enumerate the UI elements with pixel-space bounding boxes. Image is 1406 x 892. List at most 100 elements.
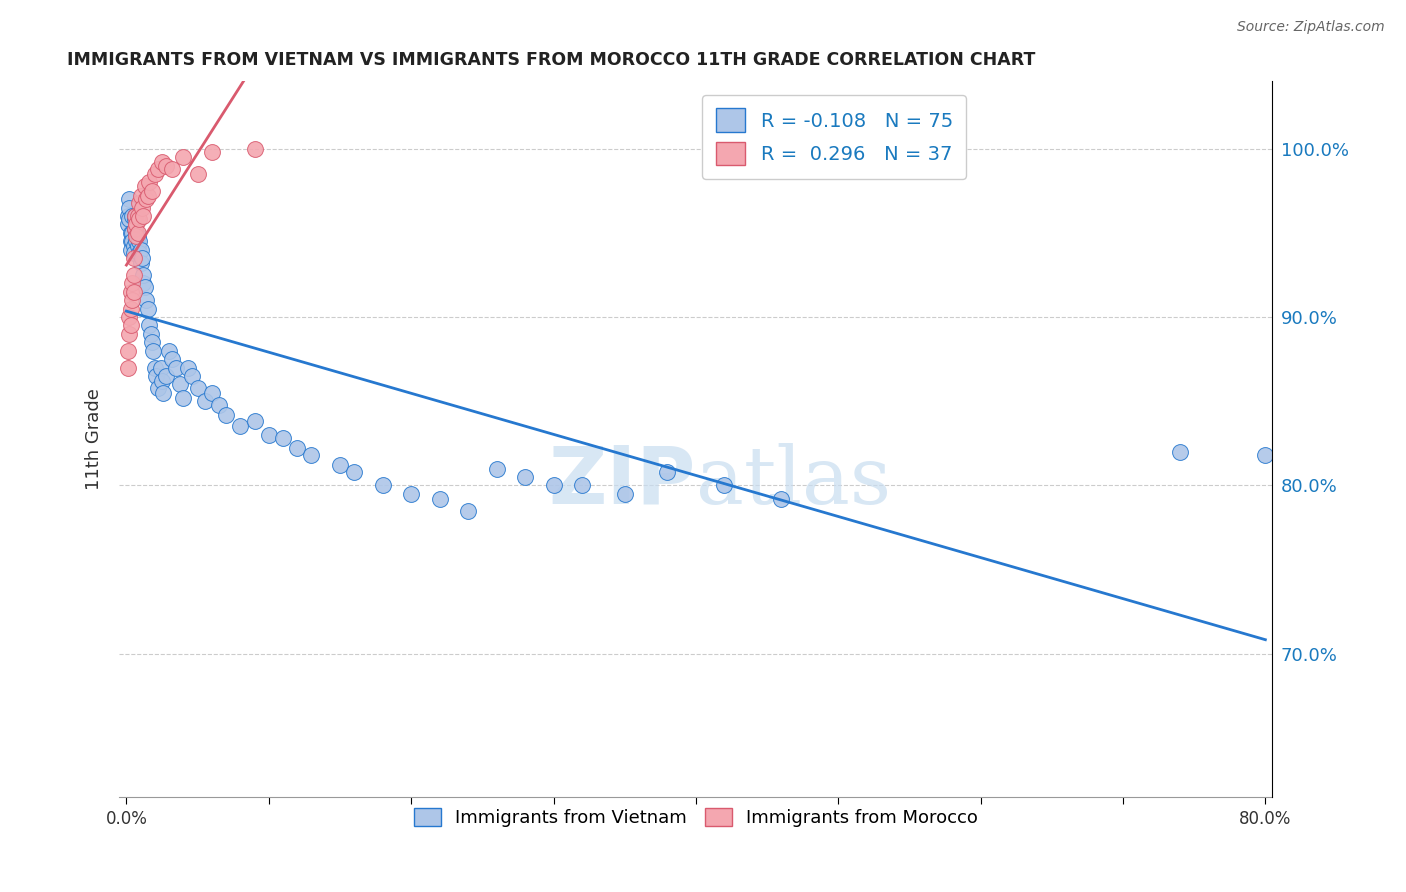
Point (138, 175, 160, 189)
Point (343, 465, 366, 479)
Point (118, 201, 141, 215)
Point (201, 145, 224, 159)
Point (132, 268, 155, 282)
Point (169, 377, 191, 392)
Point (150, 374, 173, 388)
Point (371, 478, 394, 492)
Point (121, 277, 143, 291)
Point (285, 442, 308, 456)
Point (129, 243, 152, 257)
Point (120, 234, 142, 248)
Point (146, 161, 169, 176)
Point (121, 234, 143, 248)
Point (155, 159, 177, 173)
Text: 0.0%: 0.0% (105, 810, 148, 829)
Point (131, 201, 153, 215)
Point (657, 465, 679, 479)
Point (124, 209, 146, 223)
Point (138, 318, 160, 333)
Point (208, 398, 231, 412)
Point (120, 301, 142, 316)
Point (145, 368, 167, 383)
Point (201, 385, 224, 400)
Point (243, 414, 266, 428)
Point (121, 226, 143, 240)
Text: ZIP: ZIP (548, 443, 696, 521)
Point (571, 478, 593, 492)
Point (134, 279, 156, 293)
Point (194, 394, 217, 409)
Point (122, 251, 145, 265)
Text: IMMIGRANTS FROM VIETNAM VS IMMIGRANTS FROM MOROCCO 11TH GRADE CORRELATION CHART: IMMIGRANTS FROM VIETNAM VS IMMIGRANTS FR… (67, 51, 1036, 69)
Point (172, 391, 194, 405)
Point (122, 239, 145, 253)
Point (329, 458, 352, 472)
Point (120, 226, 142, 240)
Point (118, 310, 141, 324)
Point (180, 368, 202, 383)
Point (118, 326, 141, 341)
Point (136, 189, 159, 203)
Point (215, 408, 238, 422)
Point (125, 226, 148, 240)
Point (122, 268, 145, 282)
Point (127, 209, 149, 223)
Point (128, 234, 150, 248)
Point (120, 318, 142, 333)
Point (160, 352, 183, 367)
Point (1254, 448, 1277, 462)
Point (117, 343, 139, 358)
Point (121, 293, 143, 308)
Point (713, 478, 735, 492)
Point (243, 142, 266, 156)
Point (128, 195, 150, 210)
Point (485, 461, 508, 475)
Point (165, 360, 187, 375)
Point (152, 385, 174, 400)
Point (613, 487, 636, 501)
Point (513, 470, 536, 484)
Point (121, 209, 143, 223)
Point (143, 360, 166, 375)
Point (135, 192, 157, 206)
Point (271, 431, 294, 445)
Point (160, 161, 183, 176)
Point (131, 251, 153, 265)
Y-axis label: 11th Grade: 11th Grade (86, 388, 103, 490)
Point (399, 487, 422, 501)
Point (143, 167, 166, 181)
Point (257, 428, 280, 442)
Point (176, 360, 198, 375)
Point (187, 381, 209, 395)
Point (118, 212, 141, 227)
Point (132, 277, 155, 291)
Point (127, 239, 149, 253)
Point (122, 246, 145, 260)
Text: atlas: atlas (696, 443, 891, 521)
Point (770, 491, 793, 506)
Point (128, 212, 150, 227)
Point (120, 285, 142, 299)
Point (142, 343, 165, 358)
Text: Source: ZipAtlas.com: Source: ZipAtlas.com (1237, 20, 1385, 34)
Point (117, 209, 139, 223)
Point (124, 212, 146, 227)
Point (1168, 444, 1191, 458)
Point (135, 293, 157, 308)
Point (122, 285, 145, 299)
Point (157, 343, 180, 358)
Point (129, 256, 152, 270)
Point (141, 184, 163, 198)
Point (125, 218, 148, 232)
Text: 80.0%: 80.0% (1239, 810, 1292, 829)
Point (146, 381, 169, 395)
Point (125, 234, 148, 248)
Point (429, 491, 451, 506)
Point (127, 229, 149, 244)
Point (120, 243, 142, 257)
Point (117, 218, 139, 232)
Point (149, 360, 172, 375)
Point (229, 419, 252, 434)
Point (118, 192, 141, 206)
Point (155, 368, 177, 383)
